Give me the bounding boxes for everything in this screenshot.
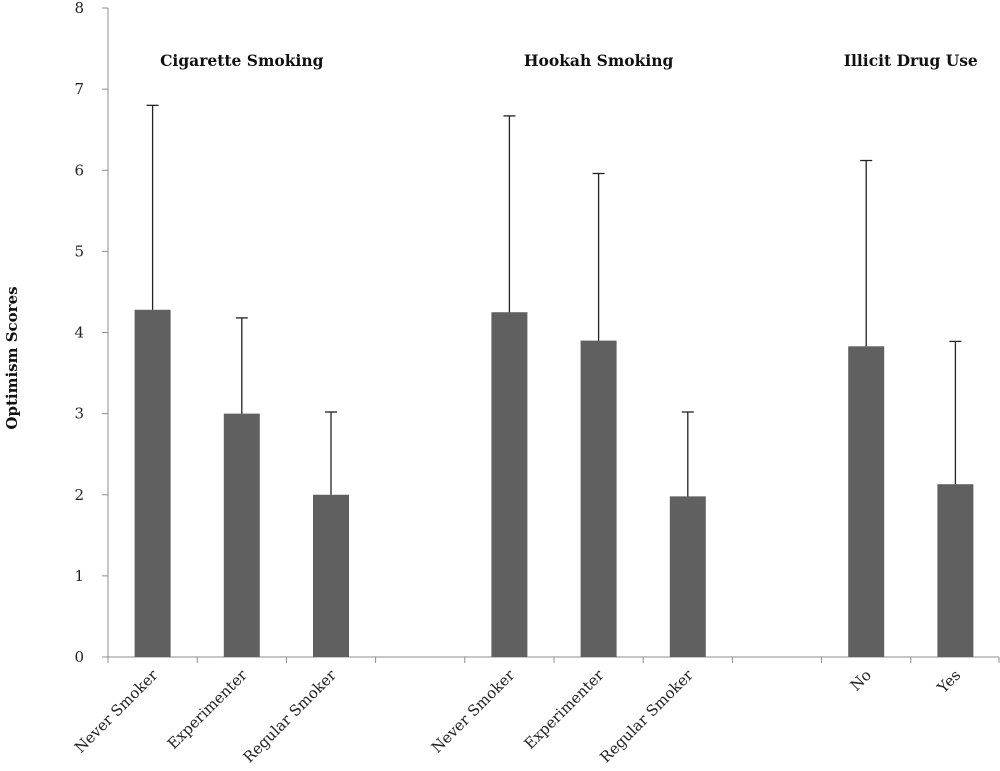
bar [491,312,528,657]
y-tick-label: 8 [74,0,84,17]
x-tick-label: Regular Smoker [596,666,697,767]
y-tick-label: 3 [74,405,84,423]
y-tick-label: 2 [74,486,84,504]
x-tick-label: No [847,666,875,694]
y-tick-label: 1 [74,567,84,585]
error-bars [146,104,962,497]
x-tick-label: Never Smoker [71,666,162,757]
y-tick-label: 4 [74,324,84,342]
group-title: Hookah Smoking [524,51,674,70]
x-tick-label: Experimenter [164,666,251,753]
bars [134,309,974,657]
x-tick-label: Never Smoker [428,666,519,757]
bar [580,340,617,657]
y-tick-label: 6 [74,161,84,179]
group-titles: Cigarette Smoking Hookah Smoking Illicit D… [160,51,978,70]
bar [134,309,171,657]
bar [313,494,349,657]
bar [669,496,706,657]
y-tick-label: 7 [74,80,84,98]
y-axis: 0 1 2 3 4 5 6 7 8 [74,0,109,666]
bar [223,413,260,657]
y-axis-title: Optimism Scores [3,286,21,429]
y-tick-label: 5 [74,242,84,260]
group-title: Illicit Drug Use [844,51,978,70]
x-tick-label: Regular Smoker [240,666,341,767]
x-tick-label: Yes [933,666,964,697]
group-title: Cigarette Smoking [160,51,324,70]
y-tick-label: 0 [74,648,84,666]
x-tick-label: Experimenter [521,666,608,753]
x-axis [107,656,1000,663]
bar [937,484,974,657]
bar [848,346,885,657]
